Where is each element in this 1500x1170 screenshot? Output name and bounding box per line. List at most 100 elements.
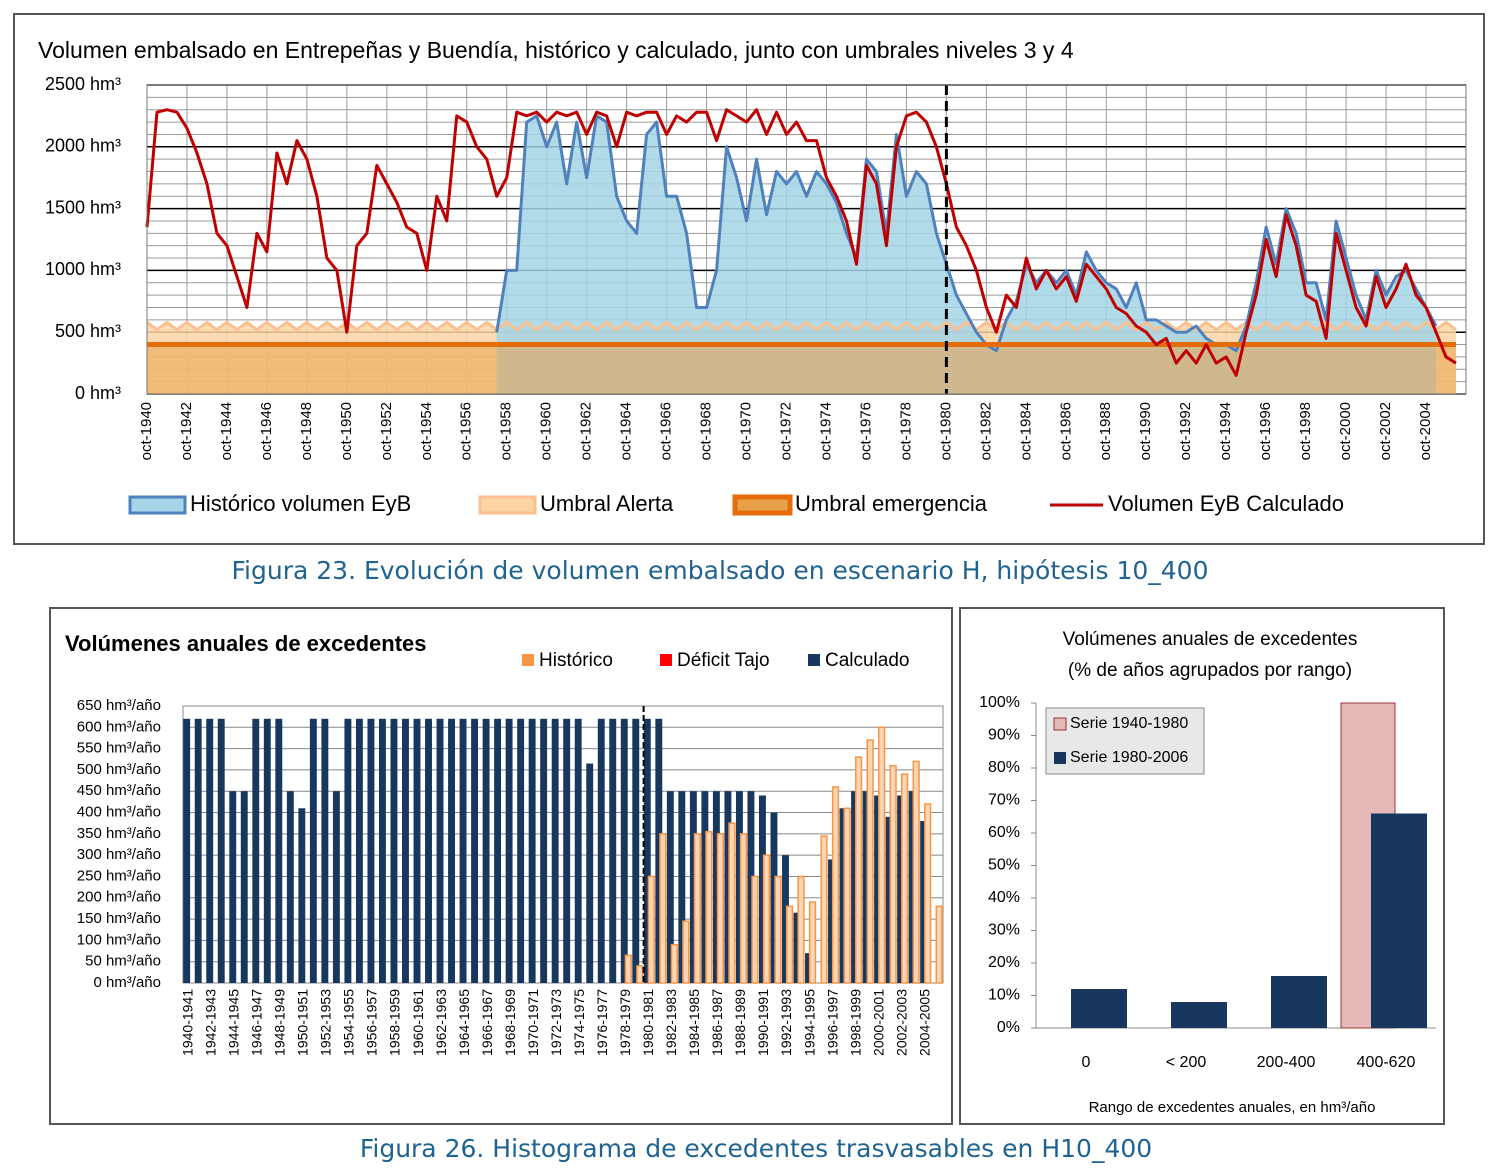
y-tick-label: 300 hm³/año — [77, 846, 161, 863]
y-tick-label: 450 hm³/año — [77, 782, 161, 799]
x-tick-label: oct-1952 — [378, 402, 395, 460]
legend-swatch — [660, 654, 672, 666]
legend-swatch — [808, 654, 820, 666]
bar — [624, 954, 632, 984]
bar — [770, 812, 778, 983]
bar — [774, 875, 782, 984]
x-tick-label: oct-1970 — [738, 402, 755, 460]
bar — [874, 795, 882, 983]
x-tick-label: oct-1948 — [298, 402, 315, 460]
x-tick-label: 1970-1971 — [525, 989, 541, 1056]
x-tick-label: 1958-1959 — [387, 989, 403, 1056]
legend-label: Déficit Tajo — [677, 650, 770, 671]
x-tick-label: oct-1960 — [538, 402, 555, 460]
bar — [517, 718, 525, 983]
x-tick-label: oct-1974 — [817, 402, 834, 460]
y-tick-label: 0% — [997, 1019, 1020, 1036]
y-tick-label: 500 hm³/año — [77, 761, 161, 778]
legend-swatch — [732, 494, 793, 516]
area-line — [146, 320, 1457, 332]
bar — [1371, 813, 1427, 1028]
x-tick-label: oct-1968 — [698, 402, 715, 460]
bar — [897, 795, 905, 983]
bar — [782, 855, 789, 983]
bar — [889, 764, 897, 984]
x-tick-label: oct-1996 — [1257, 402, 1274, 460]
x-tick-label: oct-1946 — [258, 402, 275, 460]
legend-swatch — [1053, 717, 1067, 731]
x-tick-label: 1966-1967 — [479, 989, 495, 1056]
bar — [712, 791, 720, 983]
x-tick-label: 1942-1943 — [202, 989, 218, 1056]
x-tick-label: 1986-1987 — [709, 989, 725, 1056]
x-tick-label: 1940-1941 — [179, 989, 195, 1056]
bar — [724, 791, 732, 983]
x-tick-label: 2000-2001 — [870, 989, 886, 1056]
bar — [854, 756, 863, 984]
bar — [701, 791, 709, 983]
x-tick-label: oct-2002 — [1377, 402, 1394, 460]
bar — [689, 791, 697, 983]
x-tick-label: 1956-1957 — [364, 989, 380, 1056]
y-tick-label: 0 hm³/año — [93, 974, 161, 991]
bar — [820, 835, 828, 984]
bar — [862, 791, 870, 983]
x-tick-label: oct-1976 — [857, 402, 874, 460]
x-tick-label: 1964-1965 — [456, 989, 472, 1056]
legend-label: Histórico — [539, 650, 613, 671]
bar — [482, 718, 490, 983]
x-tick-label: 1988-1989 — [732, 989, 748, 1056]
bar — [194, 718, 202, 983]
y-tick-label: 550 hm³/año — [77, 740, 161, 757]
bar — [851, 791, 859, 983]
x-tick-label: oct-1982 — [977, 402, 994, 460]
x-axis-label: Rango de excedentes anuales, en hm³/año — [1089, 1099, 1376, 1116]
bar — [908, 791, 916, 983]
area-line — [495, 114, 1438, 353]
bar — [551, 718, 559, 983]
x-tick-label: 1974-1975 — [571, 989, 587, 1056]
bar — [402, 718, 409, 983]
chart-subtitle: (% de años agrupados por rango) — [1068, 660, 1352, 681]
bar — [1171, 1002, 1227, 1028]
bar — [275, 718, 283, 983]
bar — [735, 791, 743, 983]
x-tick-label: oct-1956 — [458, 402, 475, 460]
x-tick-label: 1992-1993 — [778, 989, 794, 1056]
y-tick-label: 100 hm³/año — [77, 931, 161, 948]
bar — [705, 830, 713, 984]
bar — [471, 718, 479, 983]
bar — [183, 718, 191, 983]
x-tick-label: 1972-1973 — [548, 989, 564, 1056]
bar — [309, 718, 317, 983]
legend-label: Volumen EyB Calculado — [1108, 491, 1344, 516]
y-tick-label: 10% — [988, 987, 1020, 1004]
bar — [263, 718, 271, 983]
chart-title: Volúmenes anuales de excedentes — [65, 631, 427, 656]
legend-swatch — [478, 495, 537, 515]
bar — [597, 718, 605, 983]
bar — [436, 718, 444, 983]
legend-label: Umbral emergencia — [795, 491, 988, 516]
bar — [728, 822, 736, 984]
figure-caption: Figura 23. Evolución de volumen embalsad… — [232, 556, 1209, 585]
bar — [321, 718, 329, 983]
bar — [620, 718, 628, 983]
bar — [390, 718, 398, 983]
x-tick-label: oct-2004 — [1417, 402, 1434, 460]
x-tick-label: oct-1958 — [498, 402, 515, 460]
y-tick-label: 250 hm³/año — [77, 867, 161, 884]
bar — [751, 875, 759, 984]
x-tick-label: oct-1990 — [1137, 402, 1154, 460]
x-tick-label: 1952-1953 — [318, 989, 334, 1056]
plot-border — [146, 84, 1467, 395]
bar — [1071, 989, 1127, 1028]
bar — [252, 718, 260, 983]
bar — [659, 833, 667, 984]
y-tick-label: 2500 hm³ — [45, 74, 121, 94]
x-tick-label: 1978-1979 — [617, 989, 633, 1056]
x-tick-label: 1962-1963 — [433, 989, 449, 1056]
legend-label: Umbral Alerta — [540, 491, 674, 516]
bar — [682, 920, 690, 984]
y-tick-label: 650 hm³/año — [77, 697, 161, 714]
